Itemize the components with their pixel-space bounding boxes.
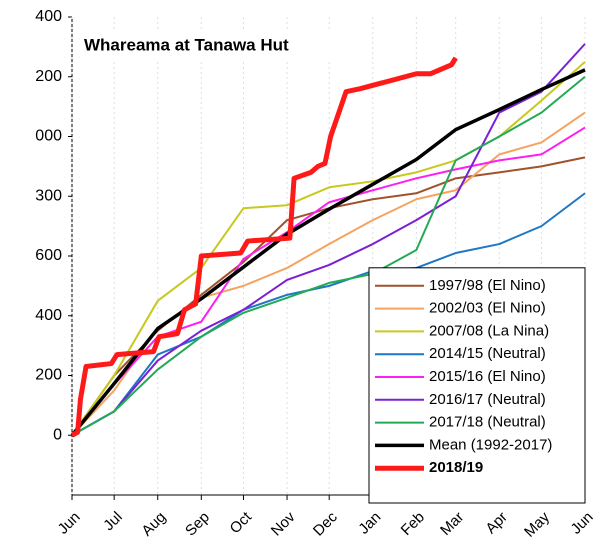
legend-label: 2007/08 (La Nina) [429, 322, 549, 339]
x-tick-label: Jul [100, 509, 126, 535]
x-tick-label: Dec [310, 508, 341, 539]
x-tick-label: May [521, 508, 553, 540]
y-tick-label: 400 [35, 307, 62, 324]
x-tick-label: Nov [268, 508, 299, 539]
y-tick-label: 0 [53, 426, 62, 443]
x-tick-label: Apr [482, 509, 511, 538]
x-tick-label: Jun [568, 509, 595, 538]
x-tick-label: Feb [398, 509, 428, 539]
y-tick-label: 400 [35, 8, 62, 25]
y-tick-label: 200 [35, 68, 62, 85]
legend-label: 2016/17 (Neutral) [429, 391, 546, 408]
series-line [70, 68, 586, 437]
chart-title: Whareama at Tanawa Hut [84, 35, 289, 54]
legend-label: 2017/18 (Neutral) [429, 414, 546, 431]
legend-label: Mean (1992-2017) [429, 436, 552, 453]
series-line [70, 56, 458, 438]
legend-box [368, 267, 586, 504]
x-tick-label: Jan [355, 509, 384, 538]
x-tick-label: Oct [227, 508, 256, 537]
y-tick-label: 000 [35, 128, 62, 145]
series-line [71, 75, 586, 437]
legend-label: 2002/03 (El Nino) [429, 300, 546, 317]
x-tick-label: Mar [437, 509, 467, 539]
series-line [71, 43, 586, 437]
legend-label: 2014/15 (Neutral) [429, 345, 546, 362]
legend-label: 2018/19 [429, 459, 483, 476]
y-tick-label: 600 [35, 247, 62, 264]
x-tick-label: Jun [55, 509, 84, 538]
title-box [78, 30, 368, 62]
y-tick-label: 300 [35, 187, 62, 204]
x-tick-label: Aug [138, 509, 169, 540]
x-tick-label: Sep [182, 509, 213, 540]
legend-label: 1997/98 (El Nino) [429, 277, 546, 294]
series-line [71, 192, 586, 437]
legend-label: 2015/16 (El Nino) [429, 368, 546, 385]
y-tick-label: 200 [35, 367, 62, 384]
